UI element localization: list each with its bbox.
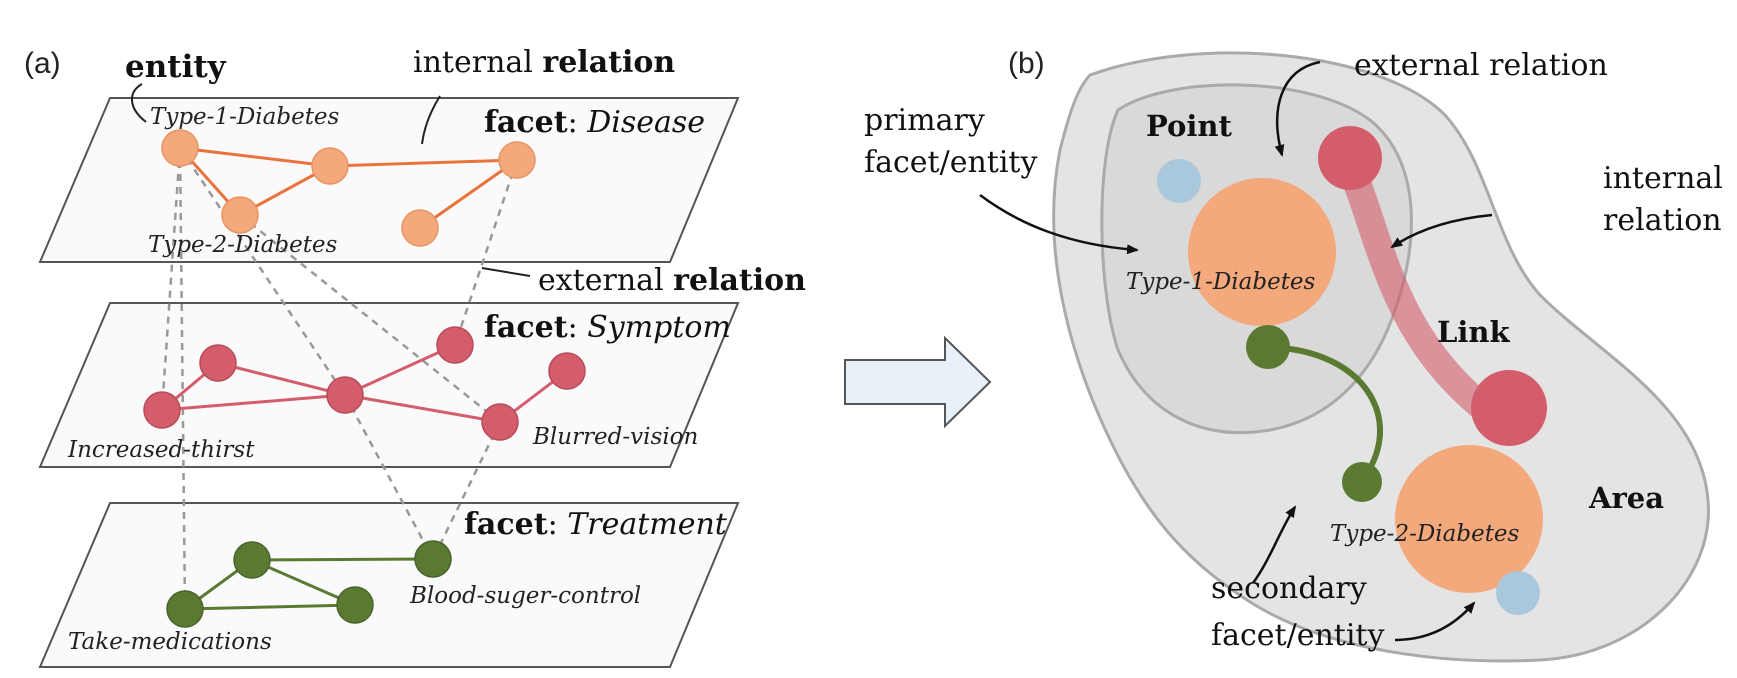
secondary-entity-node xyxy=(1395,445,1543,593)
link-label: Link xyxy=(1437,315,1510,349)
secondary-entity-label: Type-2-Diabetes xyxy=(1330,521,1520,547)
link-start-node xyxy=(1318,126,1382,190)
annotation-arrows xyxy=(979,60,1493,642)
node-blood-suger-control xyxy=(414,540,452,578)
node-increased-thirst xyxy=(143,391,181,429)
node-treatment-2 xyxy=(233,541,271,579)
point-label: Point xyxy=(1146,109,1232,143)
external-relation-label: external relation xyxy=(1354,48,1608,83)
node-symptom-5 xyxy=(548,352,586,390)
secondary-end-node xyxy=(1342,462,1382,502)
primary-entity-label: Type-1-Diabetes xyxy=(1126,269,1316,295)
internal-relation-link xyxy=(1336,151,1494,419)
entity-blood-suger-control-label: Blood-suger-control xyxy=(409,583,641,609)
arrow-secondary-right xyxy=(1394,601,1476,642)
entity-type-2-diabetes-label: Type-2-Diabetes xyxy=(148,232,338,258)
link-end-node xyxy=(1471,370,1547,446)
node-symptom-3 xyxy=(326,376,364,414)
entity-increased-thirst-label: Increased-thirst xyxy=(67,437,255,463)
symptom-plane xyxy=(38,302,740,468)
disease-plane xyxy=(38,97,740,263)
node-take-medications xyxy=(166,590,204,628)
panel-b-label: (b) xyxy=(1008,47,1045,80)
secondary-start-node xyxy=(1246,325,1290,369)
secondary-small-node xyxy=(1496,571,1540,615)
arrow-internal-relation xyxy=(1390,213,1493,249)
entity-blurred-vision-label: Blurred-vision xyxy=(532,424,698,450)
node-disease-4 xyxy=(498,141,536,179)
internal-relation-label-line2: relation xyxy=(1603,203,1722,238)
disease-nodes xyxy=(161,129,536,247)
secondary-relation-link xyxy=(1267,344,1383,482)
internal-relation-annotation: internal relation xyxy=(413,45,675,80)
internal-relation-label-line1: internal xyxy=(1603,161,1723,196)
primary-label-line2: facet/entity xyxy=(864,145,1037,180)
entity-take-medications-label: Take-medications xyxy=(68,629,272,655)
primary-entity-node xyxy=(1188,178,1336,326)
transition-arrow-icon xyxy=(844,335,992,429)
arrow-external-relation xyxy=(1274,60,1321,157)
node-type-2-diabetes xyxy=(221,196,259,234)
arrow-secondary-up xyxy=(1251,505,1297,584)
arrow-primary xyxy=(979,193,1139,255)
node-type-1-diabetes xyxy=(161,129,199,167)
treatment-plane xyxy=(38,502,740,668)
entity-annotation: entity xyxy=(125,49,227,85)
facet-treatment-label: facet: Treatment xyxy=(464,507,728,542)
node-disease-2 xyxy=(311,147,349,185)
treatment-nodes xyxy=(166,540,452,628)
node-blurred-vision xyxy=(481,403,519,441)
area-label: Area xyxy=(1588,481,1664,515)
primary-small-node xyxy=(1157,159,1201,203)
external-relation-annotation: external relation xyxy=(538,263,806,298)
entity-type-1-diabetes-label: Type-1-Diabetes xyxy=(150,104,340,130)
symptom-nodes xyxy=(143,326,586,441)
annotation-leaders xyxy=(131,83,531,277)
panel-a-label: (a) xyxy=(24,47,61,80)
node-symptom-2 xyxy=(199,344,237,382)
external-relations xyxy=(160,147,519,610)
facet-symptom-label: facet: Symptom xyxy=(484,310,731,345)
node-symptom-4 xyxy=(436,326,474,364)
primary-label-line1: primary xyxy=(864,103,985,138)
secondary-label-line2: facet/entity xyxy=(1211,618,1384,653)
secondary-label-line1: secondary xyxy=(1211,571,1367,606)
facet-disease-label: facet: Disease xyxy=(484,105,705,140)
node-treatment-3 xyxy=(336,586,374,624)
node-disease-5 xyxy=(401,209,439,247)
